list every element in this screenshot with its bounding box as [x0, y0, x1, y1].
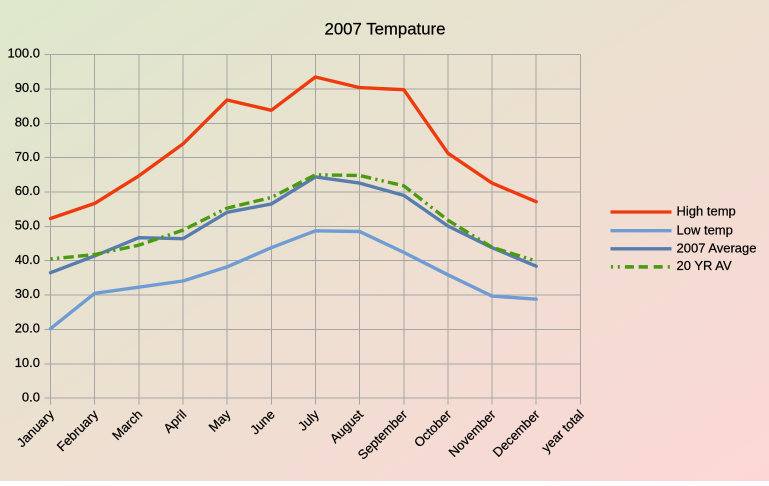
svg-text:60.0: 60.0 [15, 183, 40, 198]
svg-text:80.0: 80.0 [15, 115, 40, 130]
svg-text:2007 Average: 2007 Average [677, 240, 757, 255]
svg-text:50.0: 50.0 [15, 218, 40, 233]
svg-text:High temp: High temp [677, 204, 736, 219]
svg-text:0.0: 0.0 [22, 389, 40, 404]
svg-text:10.0: 10.0 [15, 355, 40, 370]
svg-text:70.0: 70.0 [15, 149, 40, 164]
svg-text:40.0: 40.0 [15, 252, 40, 267]
svg-text:Low temp: Low temp [677, 222, 733, 237]
svg-text:20.0: 20.0 [15, 321, 40, 336]
svg-text:30.0: 30.0 [15, 286, 40, 301]
svg-text:100.0: 100.0 [7, 46, 40, 61]
svg-text:20 YR AV: 20 YR AV [677, 258, 732, 273]
svg-text:2007 Tempature: 2007 Tempature [325, 20, 446, 39]
svg-text:90.0: 90.0 [15, 80, 40, 95]
